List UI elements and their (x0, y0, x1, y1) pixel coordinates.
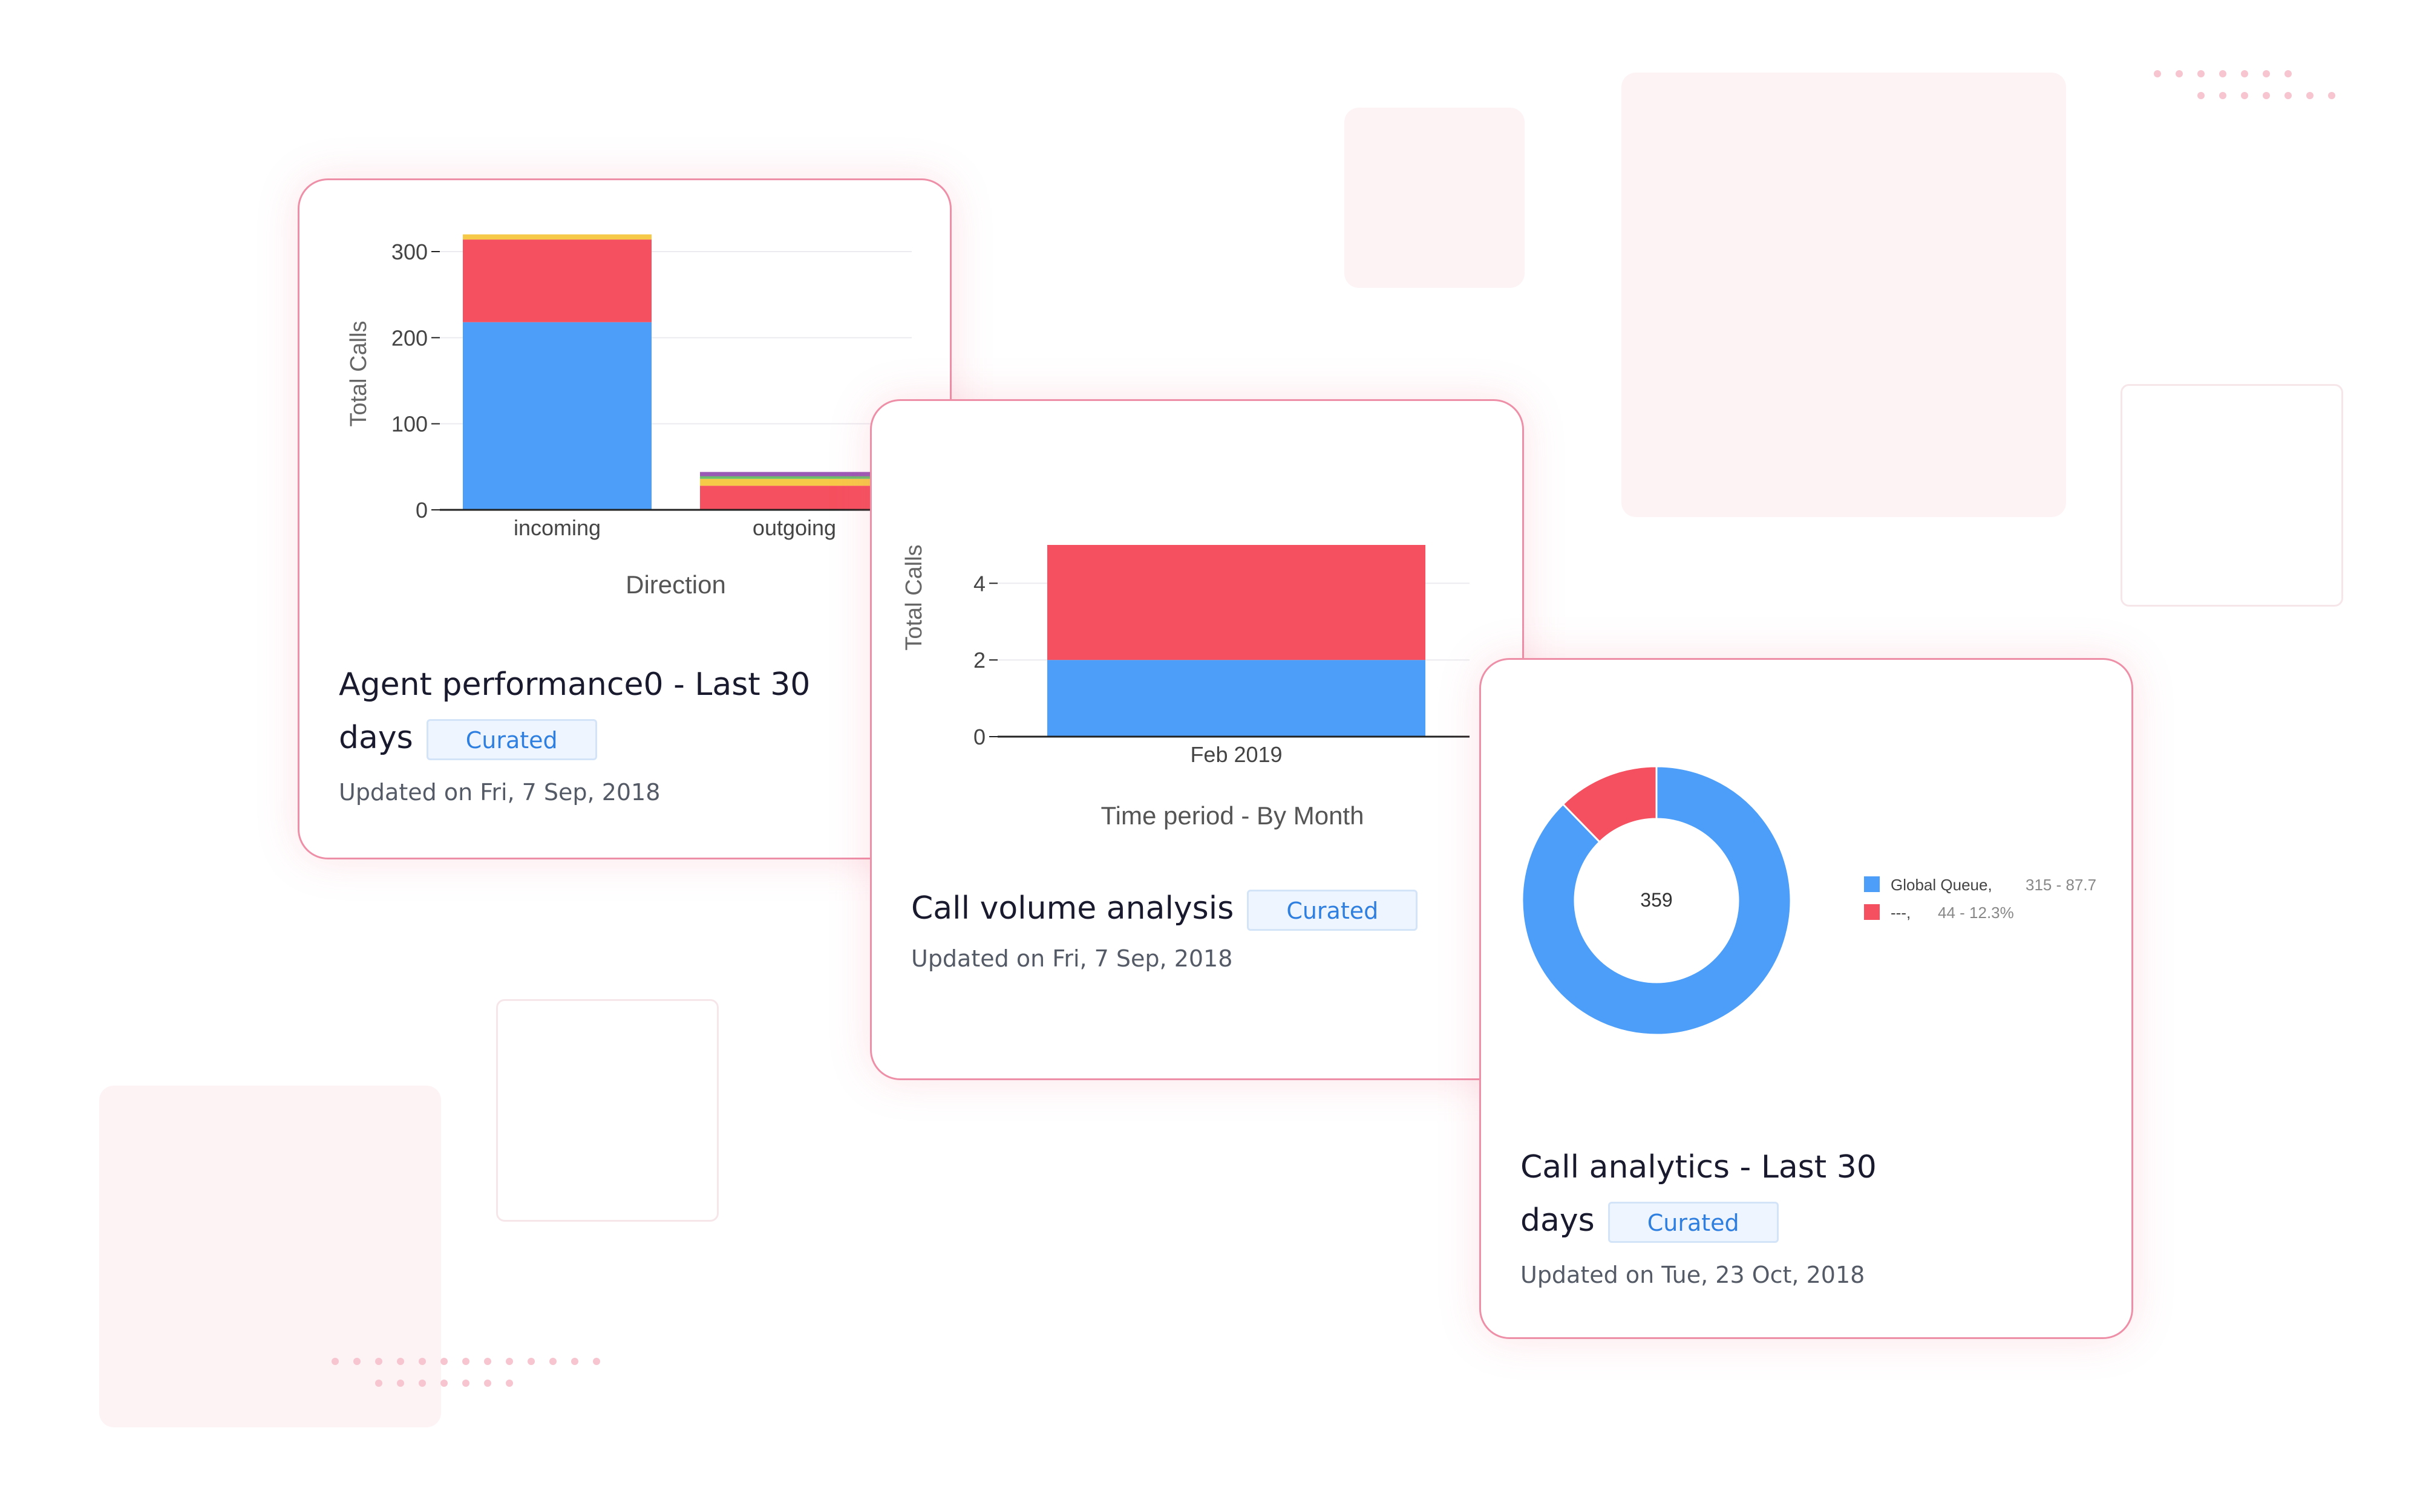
card-title[interactable]: Call volume analysis Curated (911, 882, 1492, 935)
y-tick-label: 0 (416, 498, 428, 523)
background-panel (496, 999, 719, 1222)
bar-segment (1047, 545, 1425, 660)
report-card-call-volume[interactable]: 0 2 4 Feb 2019 Total Calls Time period - B… (870, 399, 1524, 1080)
card-title-line1: Call volume analysis (911, 890, 1234, 927)
donut-slice (1521, 765, 1792, 1036)
card-title-line1: Call analytics - Last 30 (1520, 1149, 1877, 1185)
chart-legend: Global Queue, 315 - 87.7 ---, 44 - 12.3% (1864, 876, 2096, 922)
legend-label: Global Queue, (1891, 876, 1992, 894)
donut-center-label: 359 (1640, 889, 1672, 911)
bar-segment (463, 240, 652, 322)
donut-chart: 359 Global Queue, 315 - 87.7 ---, 44 - 1… (1521, 765, 2096, 1036)
updated-date: Updated on Tue, 23 Oct, 2018 (1520, 1262, 1865, 1288)
x-axis-title: Time period - By Month (1101, 801, 1364, 830)
legend-value: 315 - 87.7 (2026, 876, 2096, 894)
card-title[interactable]: Call analytics - Last 30 days Curated (1520, 1141, 2065, 1247)
x-tick-label: incoming (514, 515, 601, 540)
report-card-agent-performance[interactable]: 0 100 200 300 incoming outgoing Total Calls … (298, 178, 952, 859)
legend-swatch (1864, 876, 1880, 892)
card-title-line2: days (1520, 1202, 1595, 1239)
y-axis-title: Total Calls (901, 544, 927, 650)
y-tick-label: 200 (391, 325, 428, 350)
y-tick-label: 300 (391, 240, 428, 264)
updated-date: Updated on Fri, 7 Sep, 2018 (339, 779, 661, 806)
y-tick-label: 100 (391, 412, 428, 437)
card-title-line1: Agent performance0 - Last 30 (339, 666, 811, 703)
curated-badge: Curated (426, 719, 597, 760)
y-axis-title: Total Calls (346, 321, 371, 426)
legend-swatch (1864, 904, 1880, 920)
y-tick-label: 4 (973, 571, 986, 596)
y-tick-label: 0 (973, 725, 986, 749)
background-panel (1344, 108, 1525, 288)
bar-segment (1047, 660, 1425, 737)
background-panel (1621, 73, 2066, 517)
donut-slice (1562, 765, 1658, 844)
bar-segment (700, 476, 889, 479)
bar-segment (700, 486, 889, 510)
bar-segment (700, 478, 889, 486)
legend-label: ---, (1891, 904, 1911, 922)
y-tick-label: 2 (973, 648, 986, 673)
background-panel (99, 1086, 441, 1427)
x-tick-label: Feb 2019 (1190, 742, 1282, 767)
x-tick-label: outgoing (753, 515, 836, 540)
background-panel (2121, 384, 2343, 607)
card-title[interactable]: Agent performance0 - Last 30 days Curated (339, 658, 883, 764)
bar-segment (463, 322, 652, 510)
bar-segment (700, 472, 889, 477)
stacked-bar-chart: 0 2 4 Feb 2019 Total Calls Time period - B… (901, 544, 1470, 830)
legend-value: 44 - 12.3% (1938, 904, 2014, 922)
curated-badge: Curated (1607, 1202, 1779, 1243)
report-card-call-analytics[interactable]: 359 Global Queue, 315 - 87.7 ---, 44 - 1… (1479, 658, 2133, 1339)
x-axis-title: Direction (626, 570, 726, 599)
bar-segment (463, 234, 652, 240)
card-title-line2: days (339, 720, 413, 756)
curated-badge: Curated (1247, 890, 1418, 931)
updated-date: Updated on Fri, 7 Sep, 2018 (911, 945, 1233, 972)
